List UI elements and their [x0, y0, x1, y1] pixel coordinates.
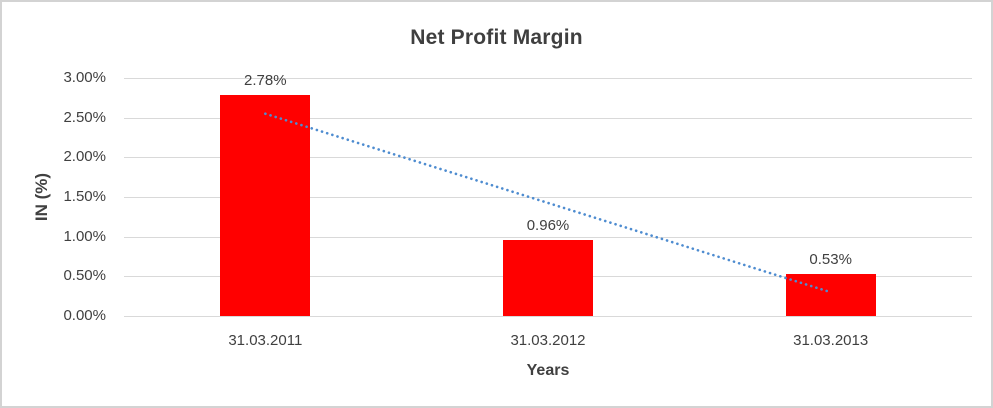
x-axis-title: Years — [526, 362, 570, 379]
x-tick-label: 31.03.2013 — [793, 332, 869, 349]
x-tick-label: 31.03.2012 — [510, 332, 586, 349]
y-tick-label: 3.00% — [63, 69, 106, 86]
data-label: 2.78% — [244, 72, 287, 90]
y-tick-label: 2.50% — [63, 108, 106, 126]
gridline — [124, 117, 972, 119]
y-tick-label: 1.50% — [63, 188, 106, 205]
plot-area: 2.78% 0.96% 0.53% — [124, 72, 972, 317]
trendline — [264, 112, 832, 294]
y-tick-label: 2.00% — [63, 148, 106, 166]
gridline — [124, 78, 972, 79]
y-tick-label: 0.50% — [63, 267, 106, 285]
gridline — [124, 197, 972, 198]
y-tick-label: 1.00% — [63, 227, 106, 245]
bar-31.03.2013 — [785, 273, 876, 316]
gridline — [124, 236, 972, 238]
data-label: 0.96% — [526, 216, 570, 234]
data-label: 0.53% — [809, 250, 852, 268]
chart-title: Net Profit Margin — [410, 26, 583, 49]
bar-31.03.2011 — [220, 95, 311, 316]
bar-31.03.2012 — [503, 239, 593, 316]
y-tick-label: 0.00% — [63, 307, 106, 324]
gridline — [124, 316, 972, 317]
gridline — [124, 157, 972, 159]
x-tick-label: 31.03.2011 — [228, 332, 303, 349]
